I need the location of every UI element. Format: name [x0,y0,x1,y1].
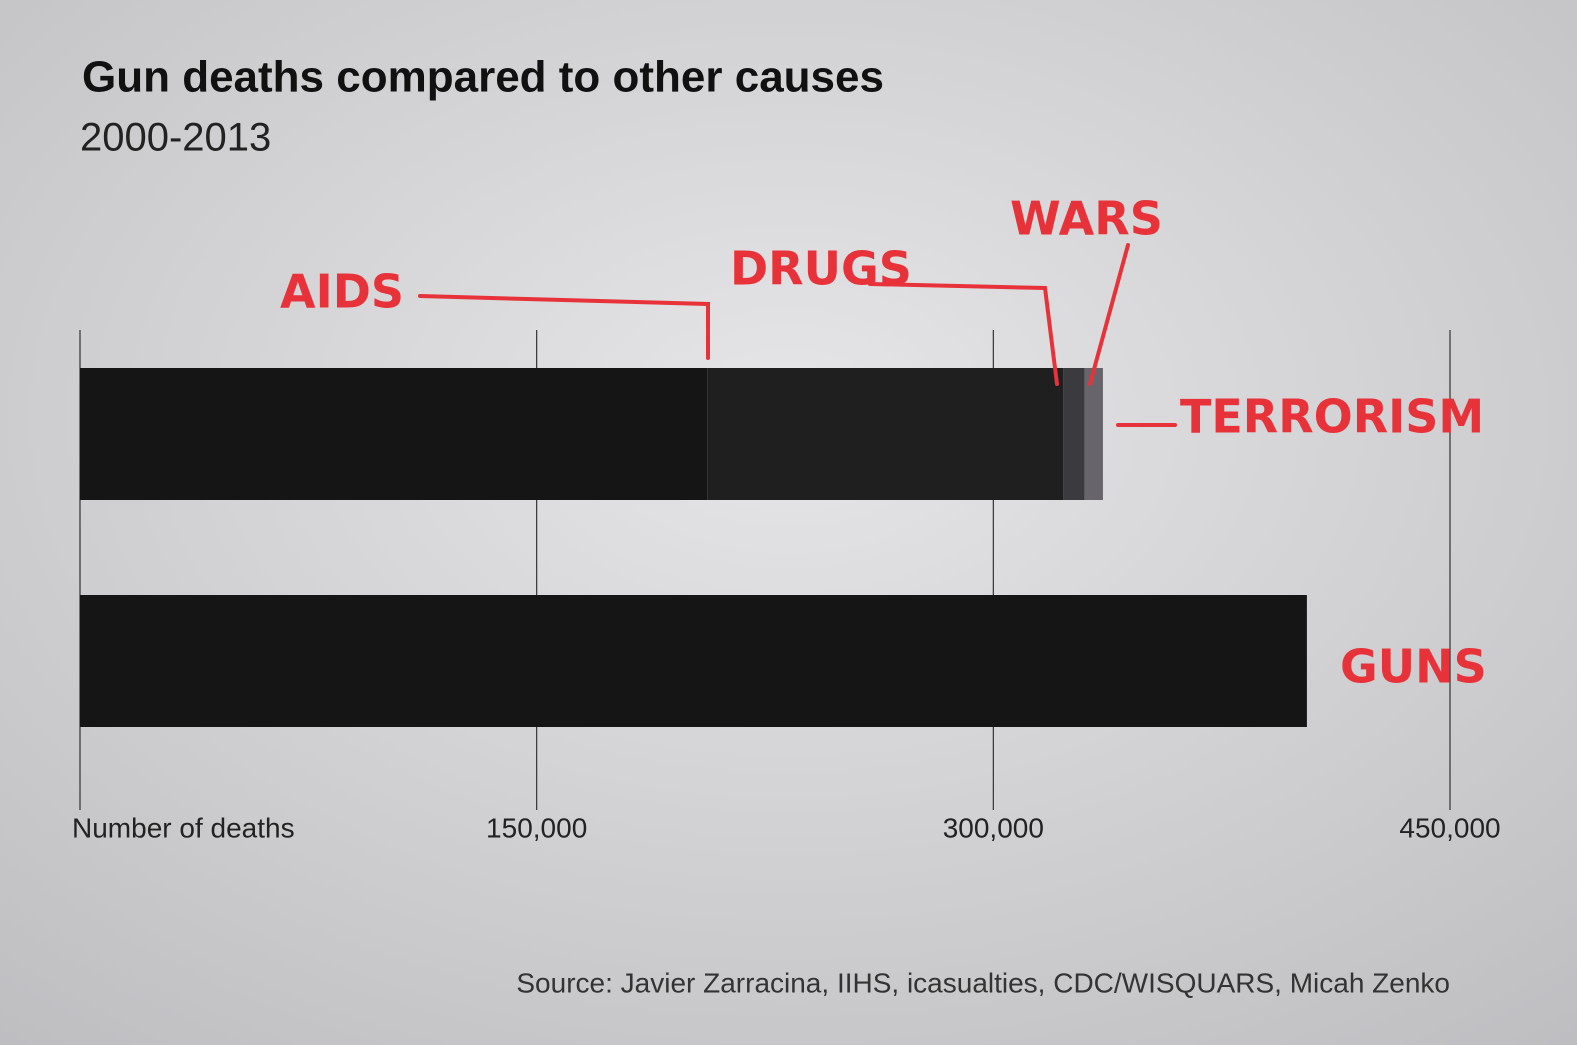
bar-segment [80,368,708,500]
series-label: GUNS [1340,640,1487,694]
x-tick-label: 150,000 [486,812,587,843]
series-label: DRUGS [730,242,912,296]
annotation-line [1088,243,1130,386]
series-label: TERRORISM [1180,390,1484,444]
bar-segment [707,368,1064,500]
chart-subtitle: 2000-2013 [80,116,271,160]
series-label: WARS [1010,192,1163,246]
chart-title: Gun deaths compared to other causes [82,53,884,102]
bar-segment [1084,368,1103,500]
annotation-line [868,282,1059,386]
bar-segment [80,595,1307,727]
source: Source: Javier Zarracina, IIHS, icasualt… [516,967,1450,998]
annotation-line [418,294,710,360]
x-tick-label: Number of deaths [72,812,295,843]
x-tick-label: 300,000 [943,812,1044,843]
x-tick-label: 450,000 [1399,812,1500,843]
bar-segment [1063,368,1085,500]
series-label: AIDS [280,265,404,319]
